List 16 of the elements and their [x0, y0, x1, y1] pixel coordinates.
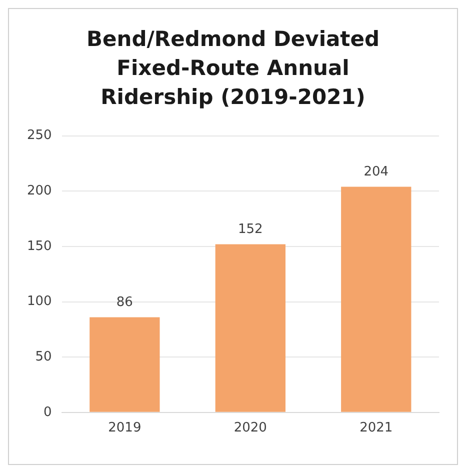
y-tick-label: 0	[44, 404, 52, 420]
y-tick-label: 50	[35, 349, 52, 364]
data-label: 204	[364, 164, 389, 180]
y-tick-label: 150	[26, 238, 52, 254]
chart-title: Bend/Redmond Deviated Fixed-Route Annual Ridership (2019-2021)	[86, 26, 380, 111]
data-label: 86	[116, 295, 133, 310]
x-tick-label: 2020	[234, 420, 267, 436]
x-tick-label: 2021	[360, 420, 393, 436]
bar	[341, 186, 412, 412]
data-label: 152	[238, 222, 263, 238]
y-tick-label: 200	[26, 183, 52, 198]
y-tick-label: 250	[26, 128, 52, 144]
y-tick-label: 100	[26, 294, 52, 310]
x-tick-label: 2019	[108, 420, 142, 436]
bar	[90, 317, 160, 412]
bar	[215, 244, 286, 412]
